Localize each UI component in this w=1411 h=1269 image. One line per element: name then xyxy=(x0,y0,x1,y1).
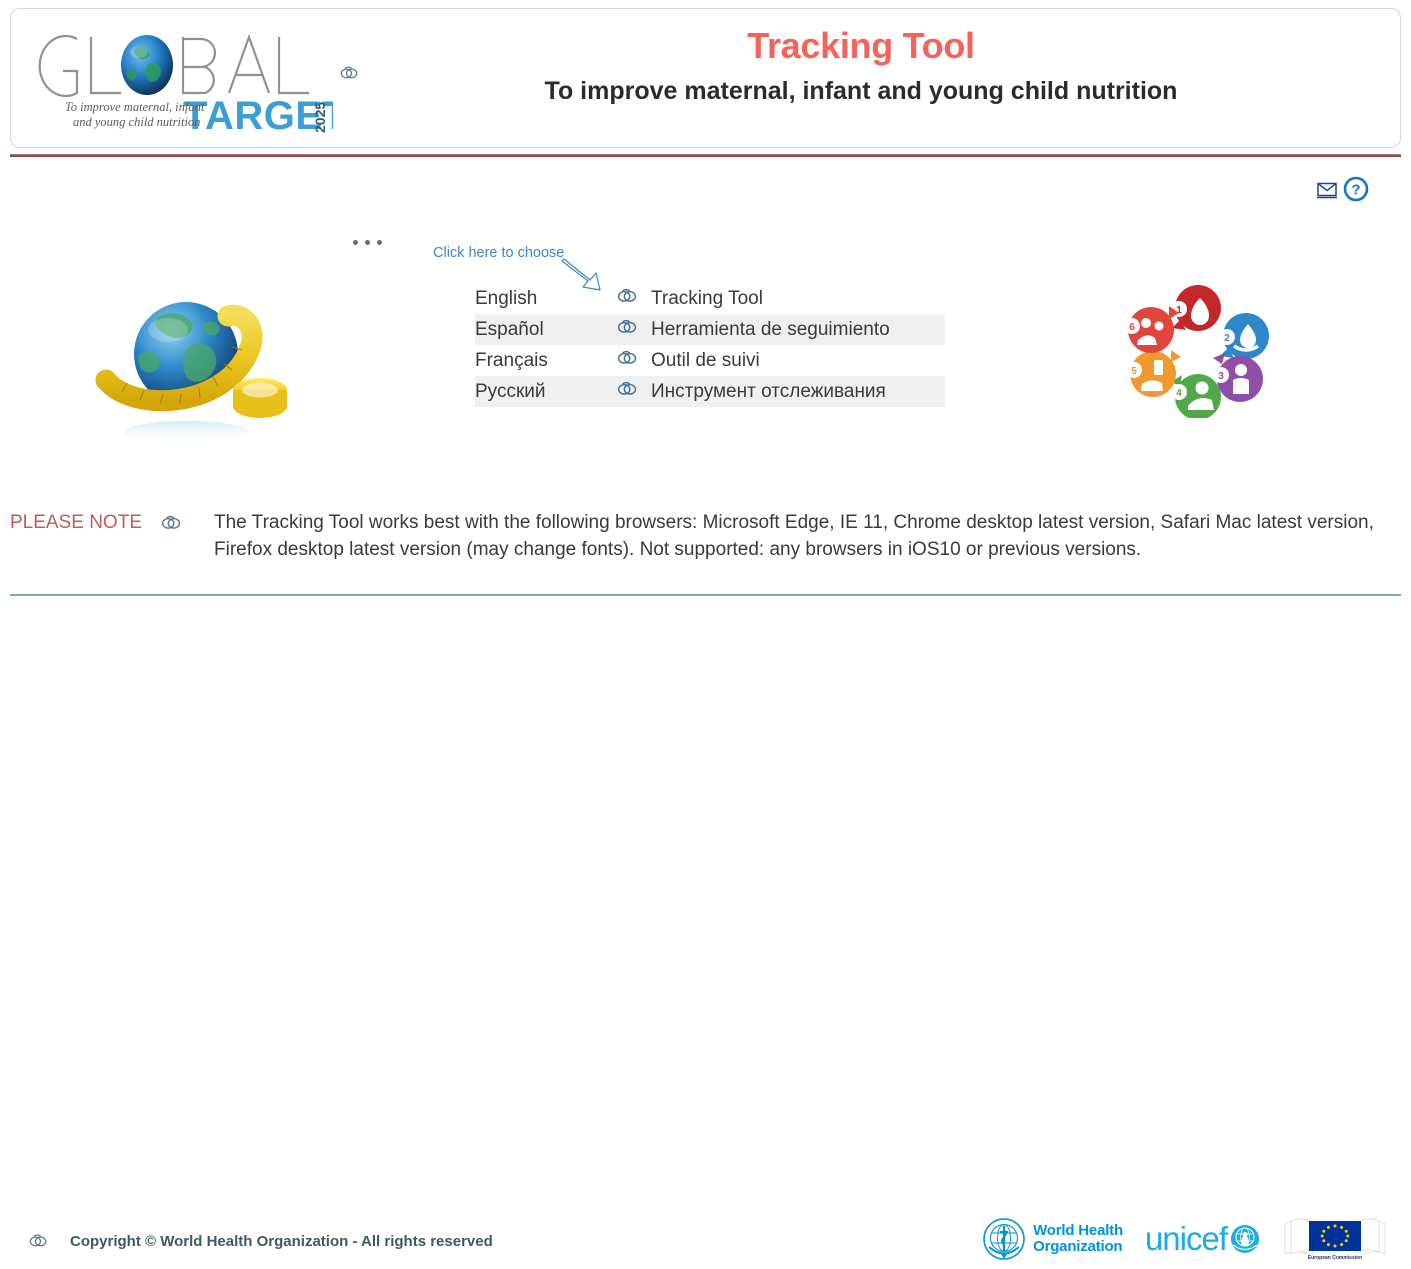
who-wordmark: World Health Organization xyxy=(1033,1221,1123,1255)
ellipsis-marker xyxy=(353,240,382,245)
help-circle-icon[interactable]: ? xyxy=(1343,176,1369,202)
mail-icon[interactable] xyxy=(1315,178,1339,200)
tool-name-link[interactable]: Herramienta de seguimiento xyxy=(651,318,890,340)
unicef-wordmark: unicef xyxy=(1144,1220,1228,1257)
language-row[interactable]: Русский Инструмент отслеживания xyxy=(475,376,945,407)
tool-name-link[interactable]: Outil de suivi xyxy=(651,349,760,371)
link-icon xyxy=(28,1232,48,1255)
link-icon[interactable] xyxy=(603,314,651,345)
global-targets-icons-image: 1 2 3 4 5 6 xyxy=(1124,285,1269,418)
partner-logos: World Health Organization unicef xyxy=(982,1214,1387,1264)
who-emblem-icon xyxy=(983,1218,1025,1260)
svg-text:2025: 2025 xyxy=(312,102,328,133)
global-targets-2025-logo: TARGETS 2025 To improve maternal, infant… xyxy=(33,25,333,137)
language-label: Español xyxy=(475,318,544,340)
link-icon xyxy=(160,513,182,538)
language-label: Français xyxy=(475,349,548,371)
globe-measuring-tape-image xyxy=(95,302,287,443)
please-note-text: The Tracking Tool works best with the fo… xyxy=(214,512,1374,560)
svg-text:4: 4 xyxy=(1176,388,1182,399)
tool-name-link[interactable]: Tracking Tool xyxy=(651,287,763,309)
please-note-section: PLEASE NOTE The Tracking Tool works best… xyxy=(10,510,1400,564)
svg-text:TARGETS: TARGETS xyxy=(183,94,333,137)
language-label: Русский xyxy=(475,380,546,402)
tool-name-link[interactable]: Инструмент отслеживания xyxy=(651,380,886,402)
footer-divider xyxy=(10,594,1401,596)
svg-text:6: 6 xyxy=(1129,322,1135,333)
link-icon[interactable] xyxy=(603,376,651,407)
click-here-hint: Click here to choose xyxy=(433,245,565,261)
header-divider xyxy=(10,154,1401,157)
footer: Copyright © World Health Organization - … xyxy=(0,600,1411,1261)
language-label: English xyxy=(475,287,538,309)
unicef-logo: unicef xyxy=(1145,1220,1261,1258)
unicef-emblem-icon xyxy=(1231,1225,1259,1253)
page-title: Tracking Tool xyxy=(747,25,975,66)
copyright-text: Copyright © World Health Organization - … xyxy=(70,1233,493,1250)
svg-text:To improve maternal, infant: To improve maternal, infant xyxy=(65,100,205,114)
svg-text:3: 3 xyxy=(1218,371,1224,382)
help-glyph: ? xyxy=(1351,182,1360,199)
language-row[interactable]: Français Outil de suivi xyxy=(475,345,945,376)
link-icon[interactable] xyxy=(603,345,651,376)
who-line-2: Organization xyxy=(1033,1238,1123,1255)
utility-icon-bar: ? xyxy=(1315,176,1369,202)
language-rows: English Tracking Tool Español Herramienta d… xyxy=(475,283,945,407)
svg-text:and young child nutrition: and young child nutrition xyxy=(73,115,200,129)
european-commission-logo: European Commission xyxy=(1283,1214,1387,1264)
svg-text:2: 2 xyxy=(1224,333,1230,344)
language-row[interactable]: English Tracking Tool xyxy=(475,283,945,314)
svg-text:5: 5 xyxy=(1131,366,1137,377)
header-panel: TARGETS 2025 To improve maternal, infant… xyxy=(10,8,1401,148)
who-line-1: World Health xyxy=(1033,1221,1123,1239)
please-note-label: PLEASE NOTE xyxy=(10,512,142,533)
who-logo: World Health Organization xyxy=(982,1217,1123,1261)
link-icon xyxy=(339,64,359,87)
language-selection-table: English Tracking Tool Español Herramienta d… xyxy=(475,283,945,407)
header-titles: Tracking Tool To improve maternal, infan… xyxy=(361,23,1361,107)
page-subtitle: To improve maternal, infant and young ch… xyxy=(544,77,1178,105)
hint-arrow-icon xyxy=(561,258,601,291)
ec-caption: European Commission xyxy=(1308,1255,1362,1261)
language-row[interactable]: Español Herramienta de seguimiento xyxy=(475,314,945,345)
link-icon[interactable] xyxy=(603,283,651,314)
svg-text:1: 1 xyxy=(1176,305,1182,316)
